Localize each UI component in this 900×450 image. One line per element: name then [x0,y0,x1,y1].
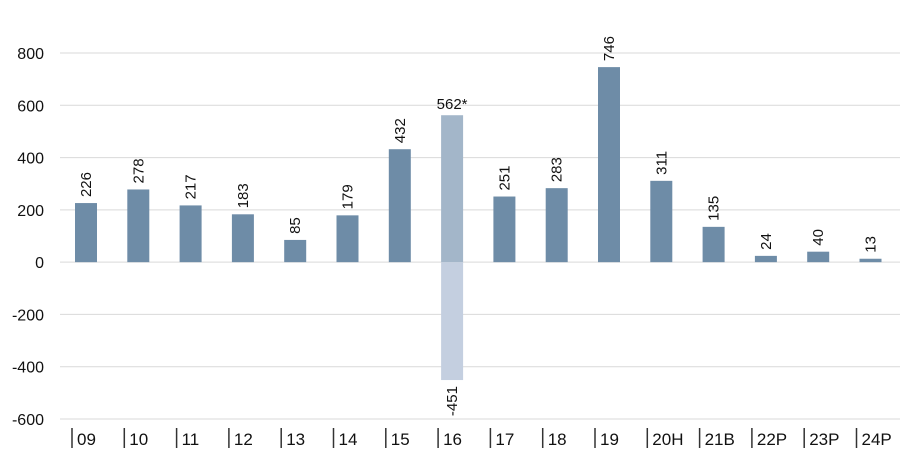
data-label-24p: 13 [863,236,880,253]
data-label-17: 251 [496,165,513,190]
bar-11 [179,205,202,263]
x-tick-label-14: 14 [339,430,358,449]
data-label-12: 183 [235,183,252,208]
bar-20h [650,180,673,263]
x-tick-label-23p: 23P [809,430,839,449]
data-label-18: 283 [549,157,566,182]
x-tick-label-16: 16 [443,430,462,449]
x-tick-label-15: 15 [391,430,410,449]
y-tick-label: 200 [17,203,44,220]
bars [75,67,882,381]
data-label-14: 179 [340,184,357,209]
bar-22p [754,255,777,263]
x-tick-label-13: 13 [286,430,305,449]
x-tick-label-24p: 24P [862,430,892,449]
x-tick-label-17: 17 [495,430,514,449]
bar-16 [441,115,464,263]
x-tick-label-10: 10 [129,430,148,449]
bar-13 [284,239,307,263]
y-tick-label: 600 [17,98,44,115]
x-axis-tick-labels: 09 10 11 12 13 14 15 16 17 18 19 20H 21B 22P 23P 24P [71,428,892,449]
bar-14 [336,215,359,263]
negative-bar-16 [441,262,464,381]
x-tick-label-22p: 22P [757,430,787,449]
data-label-09: 226 [78,172,95,197]
y-tick-label: 400 [17,151,44,168]
y-tick-label: -400 [12,360,44,377]
bar-24p [859,258,882,263]
y-tick-label: -600 [12,412,44,429]
data-label-11: 217 [183,174,200,199]
data-label-13: 85 [287,217,304,234]
x-tick-label-21b: 21B [705,430,735,449]
x-tick-label-18: 18 [548,430,567,449]
data-label-19: 746 [601,36,618,61]
y-axis-tick-labels: 800 600 400 200 0 -200 -400 -600 [12,46,44,429]
bar-12 [231,214,254,263]
data-label-16: 562* [437,96,468,113]
bar-10 [127,189,150,263]
negative-data-label-16: -451 [444,386,461,416]
x-tick-label-11: 11 [182,430,200,449]
bar-18 [545,188,568,263]
data-labels: 226 278 217 183 85 179 432 562* 251 283 746 311 135 2… [78,36,880,416]
bar-15 [388,149,411,263]
bar-19 [598,67,620,263]
data-label-10: 278 [130,158,147,183]
data-label-23p: 40 [810,229,827,246]
bar-17 [493,196,516,263]
data-label-21b: 135 [706,196,723,221]
x-tick-label-19: 19 [600,430,619,449]
x-tick-label-12: 12 [234,430,253,449]
y-tick-label: 800 [17,46,44,63]
bar-21b [702,226,725,263]
x-tick-label-09: 09 [77,430,96,449]
bar-23p [807,251,830,263]
x-tick-label-20h: 20H [652,430,683,449]
data-label-15: 432 [392,118,409,143]
bar-09 [75,203,97,263]
y-tick-label: -200 [12,307,44,324]
y-tick-label: 0 [35,255,44,272]
data-label-20h: 311 [653,151,670,175]
data-label-22p: 24 [758,233,775,250]
